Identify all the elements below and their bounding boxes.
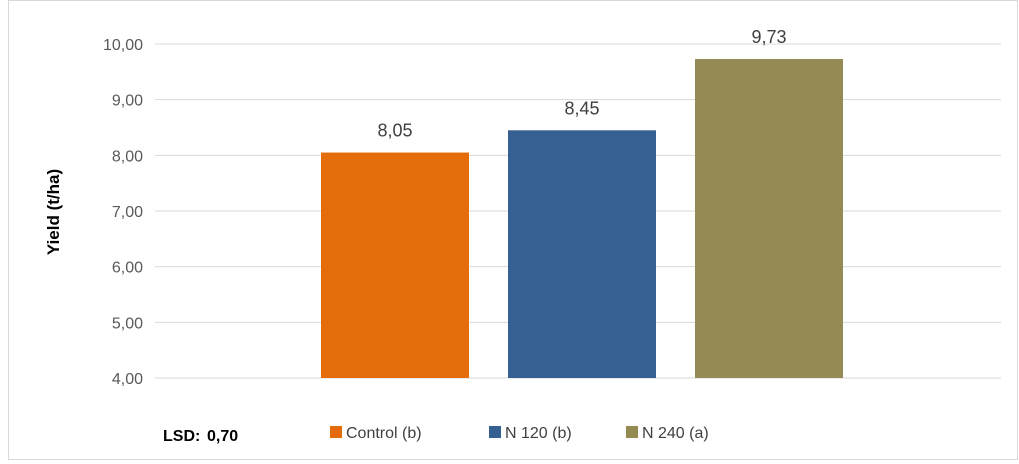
- lsd-value: 0,70: [207, 428, 238, 445]
- data-labels: 8,05 8,45 9,73: [377, 27, 786, 141]
- lsd-label: LSD:: [163, 428, 200, 445]
- data-label: 8,45: [564, 98, 599, 118]
- y-axis-ticks: 4,00 5,00 6,00 7,00 8,00 9,00 10,00: [103, 37, 143, 388]
- chart-frame: 4,00 5,00 6,00 7,00 8,00 9,00 10,00 8,05 8,45 9,…: [8, 0, 1018, 460]
- y-tick-label: 4,00: [112, 371, 143, 388]
- legend: LSD: 0,70 Control (b) N 120 (b) N 240 (a): [163, 425, 709, 445]
- legend-entry: N 120 (b): [505, 425, 572, 442]
- legend-entry: N 240 (a): [642, 425, 709, 442]
- bar-chart: 4,00 5,00 6,00 7,00 8,00 9,00 10,00 8,05 8,45 9,…: [44, 27, 1001, 445]
- legend-entry: Control (b): [346, 425, 422, 442]
- y-tick-label: 7,00: [112, 204, 143, 221]
- bar-2: [508, 130, 656, 378]
- data-label: 9,73: [751, 27, 786, 47]
- y-axis-label: Yield (t/ha): [44, 169, 63, 255]
- legend-swatch: [489, 426, 501, 438]
- bars: [321, 59, 843, 378]
- y-tick-label: 9,00: [112, 93, 143, 110]
- y-tick-label: 8,00: [112, 148, 143, 165]
- data-label: 8,05: [377, 121, 412, 141]
- bar-3: [695, 59, 843, 378]
- y-tick-label: 5,00: [112, 315, 143, 332]
- legend-swatch: [626, 426, 638, 438]
- bar-1: [321, 152, 469, 378]
- y-tick-label: 10,00: [103, 37, 143, 54]
- legend-items: Control (b) N 120 (b) N 240 (a): [330, 425, 709, 442]
- y-tick-label: 6,00: [112, 260, 143, 277]
- legend-swatch: [330, 426, 342, 438]
